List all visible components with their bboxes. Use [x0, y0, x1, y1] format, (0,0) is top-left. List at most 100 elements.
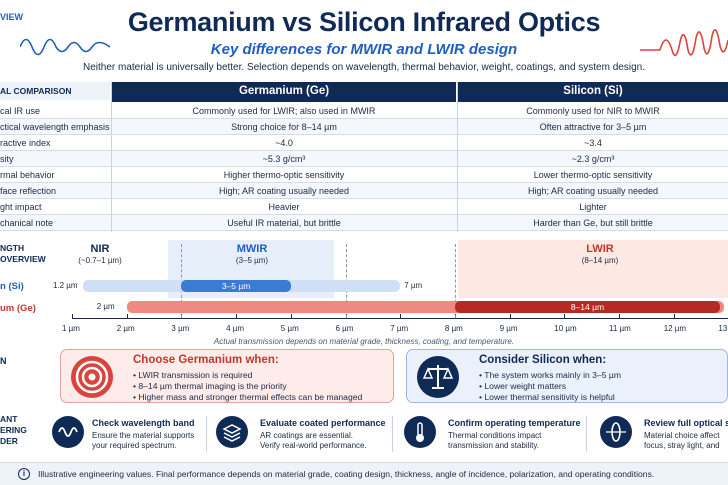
axis-tick-label: 13 µm: [718, 324, 728, 333]
axis-tick-label: 10 µm: [554, 324, 577, 333]
band-boundary: [454, 244, 456, 318]
silicon-cell: High; AR coating usually needed: [527, 186, 659, 196]
band-range-nir: (~0.7–1 µm): [78, 256, 122, 265]
silicon-card-list: The system works mainly in 3–5 µmLower w…: [479, 370, 621, 403]
row-label: sity: [0, 154, 14, 164]
table-row: ght impact Heavier Lighter: [0, 199, 728, 215]
band-name-mwir: MWIR: [236, 243, 268, 255]
card-list-item: Higher mass and stronger thermal effects…: [133, 392, 362, 403]
card-list-item: 8–14 µm thermal imaging is the priority: [133, 381, 362, 392]
silicon-cell: Harder than Ge, but still brittle: [533, 218, 653, 228]
silicon-start-label: 1.2 µm: [52, 281, 78, 290]
axis-tick-label: 9 µm: [499, 324, 518, 333]
page-subtitle: Key differences for MWIR and LWIR design: [210, 41, 518, 58]
page-title: Germanium vs Silicon Infrared Optics: [127, 7, 601, 37]
table-row: sity ~5.3 g/cm³ ~2.3 g/cm³: [0, 151, 728, 167]
table-row: cal IR use Commonly used for LWIR; also u…: [0, 103, 728, 119]
wavelength-section-label: NGTH OVERVIEW: [0, 243, 46, 265]
step-desc-optical-system: Material choice affect focus, stray ligh…: [644, 431, 720, 451]
germanium-row-label: um (Ge): [0, 303, 36, 314]
card-list-item: LWIR transmission is required: [133, 370, 362, 381]
step-desc-line: Verify real-world performance.: [260, 441, 367, 450]
silicon-highlight-bar: [181, 280, 291, 292]
germanium-cell: Useful IR material, but brittle: [227, 218, 341, 228]
silicon-cell: Lighter: [579, 202, 607, 212]
axis-tick: [509, 314, 511, 319]
choose-section-label: N: [0, 356, 7, 366]
header: VIEW Germanium vs Silicon Infrared Optic…: [0, 0, 728, 78]
wave-icon: [52, 416, 84, 448]
step-desc-line: transmission and stability.: [448, 441, 539, 450]
row-label: ractive index: [0, 138, 51, 148]
germanium-start-label: 2 µm: [96, 302, 115, 311]
axis-tick-label: 5 µm: [280, 324, 299, 333]
step-desc-coated: AR coatings are essential. Verify real-w…: [260, 431, 367, 451]
footer-note: Illustrative engineering values. Final p…: [38, 469, 655, 479]
axis-tick-label: 11 µm: [609, 324, 631, 333]
target-icon: [71, 356, 113, 398]
silicon-cell: Commonly used for NIR to MWIR: [526, 106, 660, 116]
row-label: ght impact: [0, 202, 42, 212]
steps-label-line: ANT: [0, 414, 18, 424]
axis-tick-label: 12 µm: [663, 324, 687, 333]
table-row: rmal behavior Higher thermo-optic sensiti…: [0, 167, 728, 183]
info-icon: i: [18, 468, 30, 480]
silicon-cell: ~2.3 g/cm³: [571, 154, 615, 164]
step-divider: [206, 416, 207, 452]
axis-tick-label: 4 µm: [226, 324, 245, 333]
germanium-highlight-bar: [454, 301, 720, 313]
germanium-highlight-label: 8–14 µm: [570, 302, 605, 312]
table-row: ctical wavelength emphasis Strong choice …: [0, 119, 728, 135]
axis-tick-label: 8 µm: [444, 324, 463, 333]
germanium-card-list: LWIR transmission is required8–14 µm the…: [133, 370, 362, 403]
page-tagline: Neither material is universally better. …: [83, 62, 645, 73]
silicon-cell: ~3.4: [584, 138, 602, 148]
axis-tick: [673, 314, 675, 319]
section-tag-overview: VIEW: [0, 12, 24, 22]
band-name-lwir: LWIR: [586, 243, 614, 255]
row-label: face reflection: [0, 186, 57, 196]
thermometer-icon: [404, 416, 436, 448]
step-desc-line: focus, stray light, and: [644, 441, 720, 450]
silicon-end-label: 7 µm: [404, 281, 423, 290]
step-title-coated: Evaluate coated performance: [260, 418, 386, 428]
germanium-cell: Heavier: [268, 202, 300, 212]
step-title-temperature: Confirm operating temperature: [448, 418, 581, 428]
silicon-highlight-label: 3–5 µm: [221, 281, 251, 291]
axis-tick: [290, 314, 292, 319]
axis-tick: [400, 314, 402, 319]
row-label: cal IR use: [0, 106, 41, 116]
axis-tick: [619, 314, 620, 319]
step-desc-temperature: Thermal conditions impact transmission a…: [448, 431, 541, 451]
axis-tick-label: 6 µm: [335, 324, 354, 333]
row-label: rmal behavior: [0, 170, 55, 180]
step-title-wavelength: Check wavelength band: [92, 418, 195, 428]
silicon-cell: Lower thermo-optic sensitivity: [533, 170, 653, 180]
wavelength-label-line: OVERVIEW: [0, 254, 46, 264]
wavelength-label-line: NGTH: [0, 243, 25, 253]
layers-icon: [216, 416, 248, 448]
table-row: chanical note Useful IR material, but bri…: [0, 215, 728, 231]
comparison-section-label: AL COMPARISON: [0, 82, 110, 100]
axis-tick-label: 3 µm: [171, 324, 190, 333]
axis-note: Actual transmission depends on material …: [213, 337, 515, 346]
card-list-item: The system works mainly in 3–5 µm: [479, 370, 621, 381]
steps-label-line: ERING: [0, 425, 27, 435]
silicon-cell: Often attractive for 3–5 µm: [539, 122, 647, 132]
step-title-optical-system: Review full optical sy: [644, 418, 728, 428]
table-row: face reflection High; AR coating usually …: [0, 183, 728, 199]
step-desc-line: AR coatings are essential.: [260, 431, 353, 440]
germanium-cell: High; AR coating usually needed: [218, 186, 350, 196]
band-range-lwir: (8–14 µm): [581, 256, 619, 265]
axis-tick: [72, 314, 73, 319]
germanium-cell: Commonly used for LWIR; also used in MWI…: [192, 106, 376, 116]
germanium-cell: Higher thermo-optic sensitivity: [223, 170, 345, 180]
table-row: ractive index ~4.0 ~3.4: [0, 135, 728, 151]
axis-tick: [236, 314, 238, 319]
table-divider: [111, 82, 112, 232]
step-desc-line: Thermal conditions impact: [448, 431, 542, 440]
card-list-item: Lower weight matters: [479, 381, 621, 392]
silicon-card: Consider Silicon when: The system works …: [406, 349, 728, 403]
axis-tick: [564, 314, 566, 319]
axis-tick: [126, 314, 128, 319]
